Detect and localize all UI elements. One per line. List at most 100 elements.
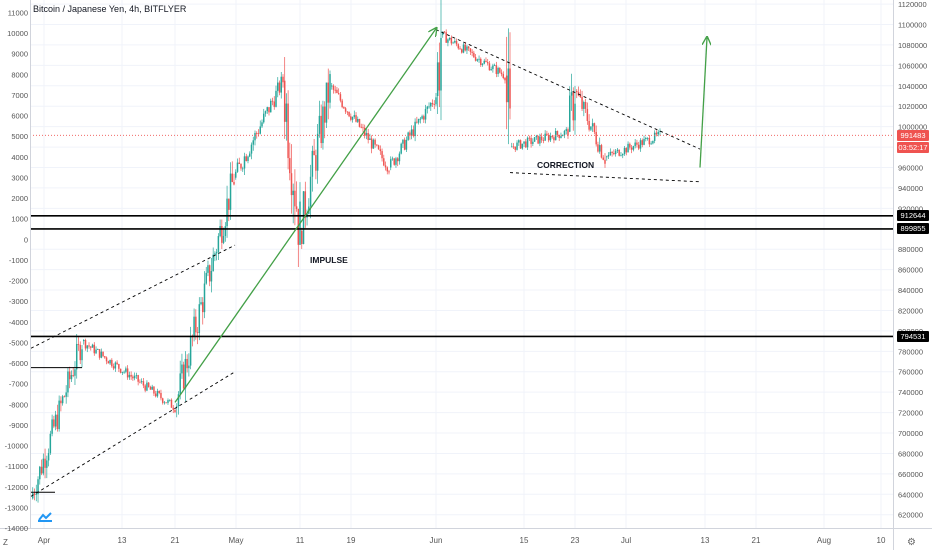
candle-body bbox=[350, 116, 352, 120]
candle-body bbox=[403, 139, 406, 150]
time-tick-label: May bbox=[228, 536, 243, 545]
level-label: 899855 bbox=[897, 223, 929, 235]
candle-body bbox=[369, 138, 371, 140]
candle-body bbox=[657, 131, 659, 135]
candle-body bbox=[214, 253, 216, 255]
candle-body bbox=[469, 48, 472, 52]
right-tick-label: 940000 bbox=[898, 184, 923, 193]
candle-body bbox=[540, 136, 543, 141]
candle-body bbox=[97, 349, 99, 350]
target-arrow bbox=[699, 38, 707, 168]
candle-body bbox=[70, 375, 73, 380]
candle-body bbox=[217, 236, 220, 253]
candle-body bbox=[154, 393, 157, 397]
candle-body bbox=[645, 138, 647, 139]
gear-icon[interactable]: ⚙ bbox=[907, 537, 916, 548]
candle-body bbox=[37, 479, 39, 495]
candle-body bbox=[240, 163, 242, 169]
candle-body bbox=[348, 111, 350, 117]
candle-body bbox=[261, 122, 263, 127]
candle-body bbox=[431, 103, 434, 105]
candle-body bbox=[652, 140, 654, 144]
candle-body bbox=[486, 62, 489, 64]
candle-body bbox=[336, 89, 338, 94]
candle-body bbox=[112, 366, 115, 369]
candle-body bbox=[614, 151, 617, 155]
candle-body bbox=[207, 265, 209, 273]
candle-body bbox=[119, 368, 122, 373]
candle-body bbox=[339, 94, 342, 101]
candle-body bbox=[196, 332, 199, 334]
time-tick-label: 13 bbox=[701, 536, 710, 545]
candle-body bbox=[118, 364, 120, 369]
candle-body bbox=[570, 92, 573, 96]
candle-body bbox=[367, 133, 369, 140]
candle-body bbox=[65, 392, 67, 397]
right-tick-label: 880000 bbox=[898, 245, 923, 254]
candle-body bbox=[323, 106, 326, 123]
candle-body bbox=[301, 230, 303, 244]
candle-body bbox=[311, 150, 314, 177]
candle-body bbox=[471, 51, 473, 53]
candle-body bbox=[337, 93, 340, 95]
left-tick-label: -4000 bbox=[9, 318, 28, 327]
candle-body bbox=[448, 37, 451, 40]
left-tick-label: -12000 bbox=[5, 483, 28, 492]
channel-upper bbox=[30, 244, 236, 349]
candle-body bbox=[266, 107, 268, 112]
candle-body bbox=[435, 97, 437, 105]
left-tick-label: -9000 bbox=[9, 421, 28, 430]
candle-body bbox=[54, 414, 57, 427]
candle-body bbox=[514, 146, 517, 150]
candle-body bbox=[250, 144, 253, 154]
candle-body bbox=[620, 155, 622, 157]
candle-body bbox=[130, 374, 132, 377]
candle-body bbox=[334, 89, 336, 91]
candle-body bbox=[309, 176, 312, 207]
candle-body bbox=[542, 140, 545, 141]
candle-body bbox=[567, 129, 569, 136]
candle-body bbox=[202, 302, 204, 313]
candle-body bbox=[500, 72, 503, 75]
candle-body bbox=[600, 145, 603, 158]
candle-body bbox=[32, 493, 34, 499]
candle-body bbox=[229, 173, 232, 210]
candle-body bbox=[100, 351, 103, 358]
candle-body bbox=[257, 133, 260, 135]
candle-body bbox=[372, 139, 375, 149]
candle-body bbox=[473, 52, 475, 58]
candle-body bbox=[156, 390, 159, 397]
right-tick-label: 1060000 bbox=[898, 61, 927, 70]
candle-body bbox=[655, 132, 658, 135]
left-tick-label: 11000 bbox=[8, 8, 28, 17]
candle-body bbox=[304, 191, 307, 218]
candle-body bbox=[49, 433, 52, 454]
candle-body bbox=[170, 399, 173, 408]
candle-body bbox=[242, 168, 244, 170]
left-tick-label: 5000 bbox=[11, 132, 28, 141]
candle-body bbox=[588, 120, 590, 130]
left-tick-label: -2000 bbox=[9, 277, 28, 286]
candle-body bbox=[351, 116, 354, 120]
candle-body bbox=[163, 402, 166, 404]
left-tick-label: 9000 bbox=[11, 50, 28, 59]
candle-body bbox=[61, 396, 64, 404]
candle-body bbox=[343, 107, 345, 109]
candle-body bbox=[584, 102, 587, 109]
candle-body bbox=[535, 135, 538, 138]
candle-body bbox=[544, 133, 546, 141]
scale-mode-toggle[interactable]: Z bbox=[3, 538, 8, 547]
candle-body bbox=[84, 340, 87, 349]
candle-body bbox=[490, 69, 492, 71]
candle-body bbox=[153, 386, 155, 394]
candle-body bbox=[421, 116, 423, 119]
candle-body bbox=[569, 95, 571, 132]
candle-body bbox=[505, 75, 508, 103]
candle-body bbox=[114, 362, 117, 369]
candle-body bbox=[581, 96, 583, 109]
candle-body bbox=[226, 198, 228, 227]
candle-body bbox=[641, 140, 644, 145]
